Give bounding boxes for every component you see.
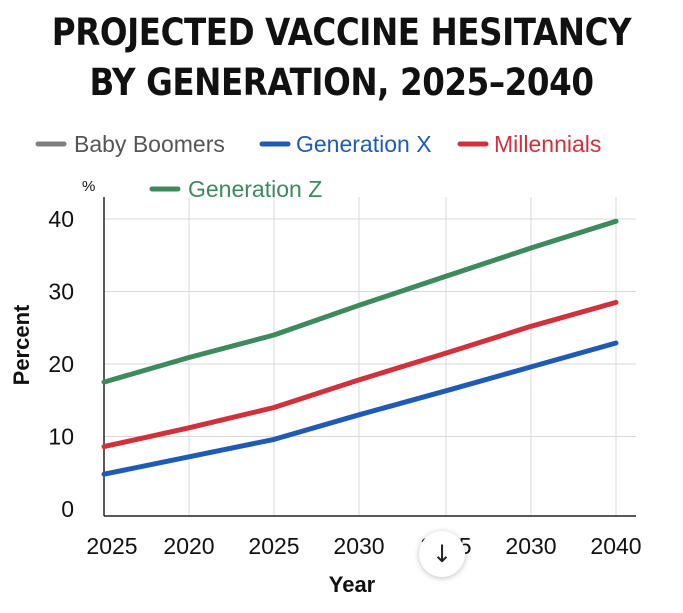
legend-label-generation-z: Generation Z xyxy=(188,176,322,202)
y-tick-label: 0 xyxy=(61,496,74,522)
legend-label-baby-boomers: Baby Boomers xyxy=(74,131,225,157)
scroll-down-button[interactable]: ↓ xyxy=(419,531,465,577)
x-tick-label: 2030 xyxy=(505,533,556,559)
legend-label-generation-x: Generation X xyxy=(296,131,432,157)
gridlines xyxy=(104,197,636,516)
series-line-generation-z xyxy=(101,218,619,385)
legend: Baby Boomers Generation X Millennials Gener… xyxy=(35,131,601,202)
y-unit-label: % xyxy=(82,178,95,195)
y-tick-label: 20 xyxy=(48,351,74,377)
chart-title-line-1: PROJECTED VACCINE HESITANCY xyxy=(51,11,632,54)
y-tick-label: 30 xyxy=(48,279,74,305)
chart-title-line-2: BY GENERATION, 2025–2040 xyxy=(89,61,594,104)
series-line-generation-x xyxy=(101,340,619,477)
y-axis-label: Percent xyxy=(9,304,34,385)
x-tick-label: 2020 xyxy=(163,533,214,559)
x-axis-label: Year xyxy=(329,572,376,597)
x-tick-label: 2040 xyxy=(590,533,641,559)
legend-label-millennials: Millennials xyxy=(494,131,601,157)
y-tick-labels: 0 10 20 30 40 xyxy=(48,206,74,522)
x-tick-label: 2025 xyxy=(86,533,137,559)
x-tick-label: 2030 xyxy=(333,533,384,559)
y-tick-label: 10 xyxy=(48,424,74,450)
x-tick-labels: 2025202020252030203520302040 xyxy=(86,533,641,559)
x-tick-label: 2025 xyxy=(248,533,299,559)
series-line-millennials xyxy=(101,299,619,450)
chart-title: PROJECTED VACCINE HESITANCY BY GENERATIO… xyxy=(41,8,642,108)
series-lines xyxy=(101,218,619,477)
axes xyxy=(103,197,636,517)
y-tick-label: 40 xyxy=(48,206,74,232)
arrow-down-icon: ↓ xyxy=(431,540,453,568)
